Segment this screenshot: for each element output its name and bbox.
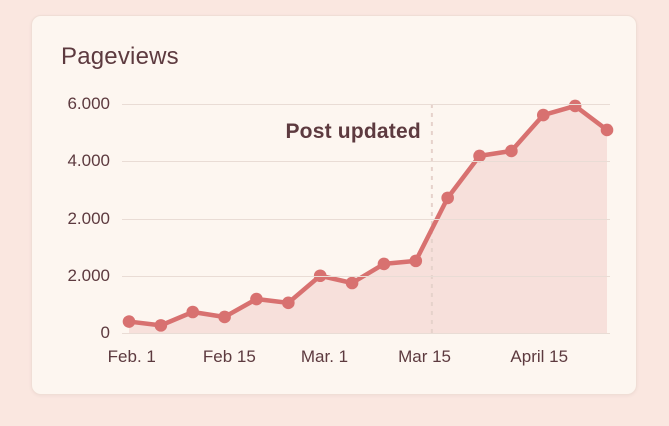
pageviews-line [126, 103, 610, 328]
gridline [122, 218, 610, 220]
y-axis-label: 2.000 [67, 265, 110, 285]
data-point [218, 310, 231, 324]
pageviews-card: Pageviews Post updated 6.000 4.000 2.000 2.… [31, 15, 637, 395]
gridline [122, 104, 610, 105]
x-axis-label: Feb 15 [202, 347, 256, 366]
data-point [122, 315, 136, 328]
chart-title: Pageviews [61, 43, 179, 70]
x-axis-label: Mar 15 [398, 347, 452, 366]
gridline [122, 161, 610, 163]
data-point [568, 99, 582, 113]
gridline [122, 275, 610, 277]
data-point [186, 305, 200, 319]
gridline [122, 333, 610, 334]
y-axis-label: 4.000 [67, 151, 110, 171]
data-point [377, 257, 391, 271]
data-point [409, 254, 423, 268]
data-point [345, 276, 359, 290]
annotation-post-updated: Post updated [285, 120, 421, 143]
data-point [600, 123, 614, 137]
y-axis-label: 6.000 [67, 94, 110, 113]
data-point [441, 191, 454, 205]
pageviews-chart: Post updated 6.000 4.000 2.000 2.000 0 Feb. 1… [67, 94, 614, 366]
data-point [505, 144, 518, 158]
y-axis-label: 2.000 [67, 208, 110, 228]
x-axis-label: April 15 [510, 347, 569, 366]
data-point [473, 149, 486, 163]
data-point [282, 296, 295, 310]
data-point [250, 292, 263, 306]
x-axis-label: Mar. 1 [300, 347, 349, 366]
x-axis-label: Feb. 1 [107, 347, 156, 366]
data-point [536, 108, 550, 122]
data-point [154, 319, 168, 332]
y-axis-label: 0 [100, 323, 110, 342]
